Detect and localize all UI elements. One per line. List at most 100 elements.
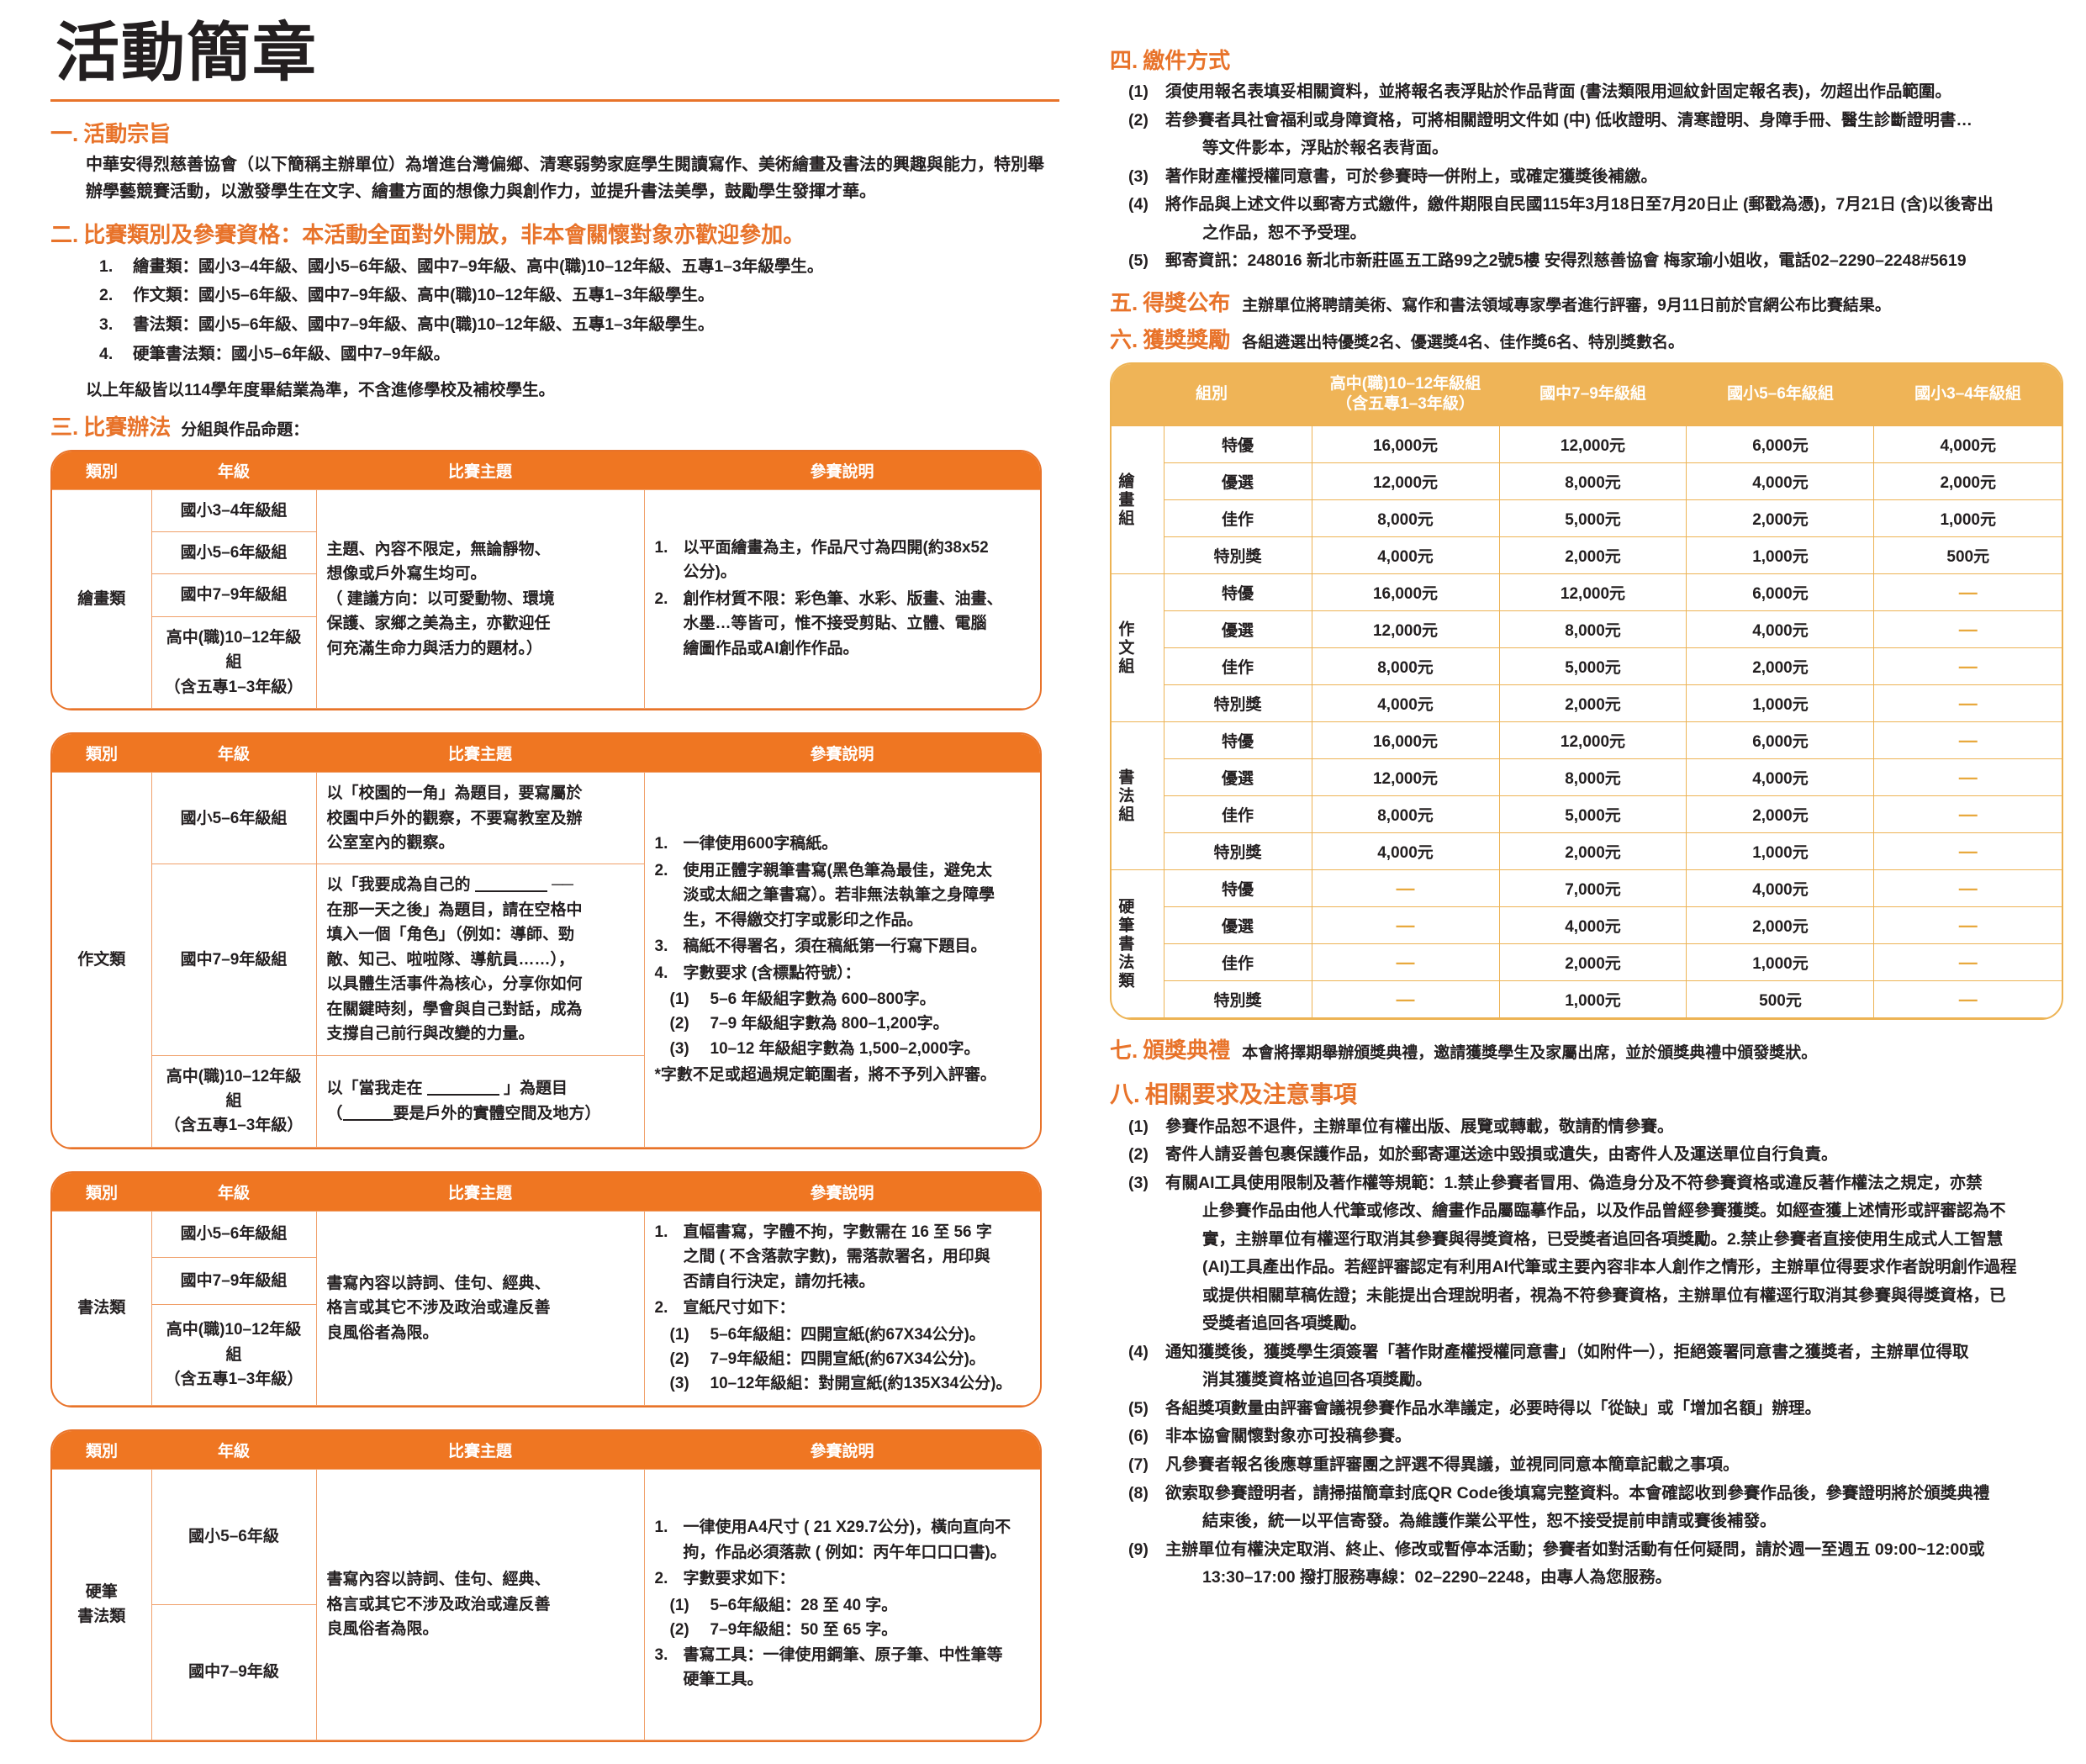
cell-grade: 高中(職)10–12年級組 （含五專1–3年級） (151, 615, 316, 710)
cell-amount: 2,000元 (1498, 832, 1687, 871)
section-2-title: 比賽類別及參賽資格：本活動全面對外開放，非本會關懷對象亦歡迎參加。 (83, 221, 805, 247)
topic-line: 在關鍵時刻，學會與自己對話，成為 (326, 1000, 583, 1018)
cell-amount: 8,000元 (1311, 647, 1500, 686)
rule-item: 2. 宣紙尺寸如下： (655, 1296, 1031, 1320)
sub-rule-text: 7–9年級組：四開宣紙(約67X34公分)。 (710, 1350, 985, 1369)
text-line: 之作品，恕不予受理。 (1202, 223, 1367, 242)
cell-grade: 國中7–9年級組 (151, 1257, 316, 1305)
rule-item: 2. 字數要求如下： (655, 1566, 1031, 1591)
cell-amount: 16,000元 (1311, 425, 1500, 464)
list-marker: (4) (1128, 1342, 1149, 1361)
rule-line: 宣紙尺寸如下： (683, 1299, 795, 1318)
table-row: 國中7–9年級組 以「我要成為自己的 ── 在那一天之後」為題目，請在空格中 填… (52, 864, 1040, 1056)
cell-amount: 1,000元 (1686, 832, 1875, 871)
section-6-body: 各組遴選出特優獎2名、優選獎4名、佳作獎6名、特別獎數名。 (1242, 334, 1684, 352)
rule-item: 3. 書寫工具：一律使用鋼筆、原子筆、中性筆等 硬筆工具。 (655, 1643, 1031, 1693)
group-label: 作文組 (1116, 620, 1134, 676)
cell-amount: — (1873, 647, 2062, 686)
rule-line: 字數要求 (含標點符號）： (683, 964, 861, 982)
list-marker: (5) (1128, 1398, 1149, 1418)
cell-amount: — (1873, 684, 2062, 723)
section-3-title: 比賽辦法 (83, 414, 172, 440)
cell-award: 特優 (1163, 721, 1312, 760)
cell-amount: 2,000元 (1873, 462, 2062, 501)
cell-group-painting: 繪畫組 (1112, 425, 1164, 575)
cell-amount: 8,000元 (1311, 499, 1500, 538)
list-marker: (7) (1128, 1455, 1149, 1474)
rule-item: 3. 稿紙不得署名，須在稿紙第一行寫下題目。 (655, 934, 1031, 959)
rule-line: 生，不得繳交打字或影印之作品。 (683, 911, 923, 929)
list-text: 郵寄資訊：248016 新北市新莊區五工路99之2號5樓 安得烈慈善協會 梅家瑜… (1165, 247, 2060, 276)
list-item: (4) 將作品與上述文件以郵寄方式繳件，繳件期限自民國115年3月18日至7月20… (1128, 191, 2060, 247)
cell-amount: 12,000元 (1311, 462, 1500, 501)
text-line: 實，主辦單位有權逕行取消其參賽與得獎資格，已受獎者追回各項獎勵。2.禁止參賽者直… (1202, 1229, 2004, 1249)
grade-line: 高中(職)10–12年級組 (166, 1067, 302, 1110)
cell-amount: 500元 (1686, 980, 1875, 1019)
cell-grade: 國小3–4年級組 (151, 489, 317, 532)
cell-amount: 12,000元 (1311, 758, 1500, 797)
topic-line: 公室室內的觀察。 (326, 834, 455, 853)
page-title: 活動簡章 (55, 18, 318, 89)
cell-amount: — (1873, 906, 2062, 945)
sub-rule-text: 7–9 年級組字數為 800–1,200字。 (710, 1015, 949, 1033)
cell-amount: 4,000元 (1686, 869, 1875, 908)
cell-amount: 1,000元 (1686, 536, 1875, 575)
text-line: 須使用報名表填妥相關資料，並將報名表浮貼於作品背面 (書法類限用迴紋針固定報名表… (1165, 82, 1951, 101)
grade-line: （含五專1–3年級） (164, 678, 304, 696)
list-text: 通知獲獎後，獲獎學生須簽署「著作財產權授權同意書」（如附件一），拒絕簽署同意書之… (1165, 1339, 2060, 1395)
list-text: 書法類：國小5–6年級、國中7–9年級、高中(職)10–12年級、五專1–3年級… (133, 314, 715, 334)
text-line: 參賽作品恕不退件，主辦單位有權出版、展覽或轉載，敬請酌情參賽。 (1165, 1117, 1674, 1136)
cell-topic: 書寫內容以詩詞、佳句、經典、 格言或其它不涉及政治或違反善 良風俗者為限。 (315, 1210, 645, 1406)
cell-category: 繪畫類 (52, 489, 152, 710)
sub-rule-text: 5–6年級組：四開宣紙(約67X34公分)。 (710, 1325, 985, 1344)
list-marker: (1) (1128, 82, 1149, 101)
cell-group-composition: 作文組 (1112, 573, 1164, 723)
rule-line: 字數要求如下： (683, 1570, 795, 1588)
column-header-category: 類別 (52, 734, 151, 773)
list-item: (9) 主辦單位有權決定取消、終止、修改或暫停本活動；參賽者如對活動有任何疑問，… (1128, 1536, 2060, 1592)
rule-text: 使用正體字親筆書寫(黑色筆為最佳，避免太 淡或太細之筆書寫）。若非無法執筆之身障學… (684, 858, 995, 932)
section-heading-7: 七. 頒獎典禮 本會將擇期舉辦頒獎典禮，邀請獲獎學生及家屬出席，並於頒獎典禮中頒… (1110, 1033, 2060, 1066)
column-header-grade: 年級 (151, 1172, 316, 1212)
cell-grade: 高中(職)10–12年級組 （含五專1–3年級） (151, 1054, 317, 1148)
list-marker: 3. (99, 314, 114, 334)
cell-amount: — (1311, 869, 1500, 908)
rule-text: 一律使用A4尺寸 ( 21 X29.7公分)，橫向直向不 拘，作品必須落款 ( 例… (684, 1515, 1011, 1565)
section-6-number: 六. (1110, 327, 1138, 353)
cell-award: 特別獎 (1164, 684, 1312, 723)
rule-marker: 1. (654, 835, 668, 853)
section-heading-2: 二. 比賽類別及參賽資格：本活動全面對外開放，非本會關懷對象亦歡迎參加。 (50, 218, 1059, 249)
rule-line: 硬筆工具。 (683, 1671, 763, 1688)
list-item: (7) 凡參賽者報名後應尊重評審團之評選不得異議，並視同同意本簡章記載之事項。 (1128, 1451, 2060, 1480)
section-8-title: 相關要求及注意事項 (1144, 1080, 1357, 1107)
sub-rule-item: (1) 5–6年級組：四開宣紙(約67X34公分)。 (670, 1323, 1031, 1347)
category-line: 書法類 (77, 1608, 126, 1626)
topic-line: 主題、內容不限定，無論靜物、 (326, 540, 551, 558)
cell-topic: 書寫內容以詩詞、佳句、經典、 格言或其它不涉及政治或違反善 良風俗者為限。 (315, 1468, 645, 1740)
list-text: 繪畫類：國小3–4年級、國小5–6年級、國中7–9年級、高中(職)10–12年級… (133, 256, 824, 276)
topic-line: 良風俗者為限。 (326, 1620, 439, 1639)
column-header-topic: 比賽主題 (316, 1172, 644, 1212)
text-line: 將作品與上述文件以郵寄方式繳件，繳件期限自民國115年3月18日至7月20日止 … (1165, 195, 1994, 214)
cell-amount: — (1873, 610, 2062, 649)
text-line: 非本協會關懷對象亦可投稿參賽。 (1165, 1427, 1412, 1446)
sub-rule-marker: (2) (669, 1015, 689, 1033)
section-heading-8: 八. 相關要求及注意事項 (1110, 1076, 2060, 1110)
topic-line: 敵、知己、啦啦隊、導航員……）， (326, 950, 575, 969)
section-heading-4: 四. 繳件方式 (1110, 44, 2060, 75)
topic-line: 以「當我走在 」為題目 (326, 1080, 568, 1098)
section-5-body: 主辦單位將聘請美術、寫作和書法領域專家學者進行評審，9月11日前於官網公布比賽結… (1242, 296, 1891, 314)
cell-group-calligraphy: 書法組 (1112, 721, 1164, 871)
text-line: 欲索取參賽證明者，請掃描簡章封底QR Code後填寫完整資料。本會確認收到參賽作… (1165, 1483, 1990, 1503)
cell-amount: 16,000元 (1311, 721, 1500, 760)
cell-amount: — (1311, 943, 1500, 982)
table-row: 佳作 8,000元 5,000元 2,000元 — (1112, 647, 2062, 686)
table-row: 優選 12,000元 8,000元 4,000元 2,000元 (1112, 462, 2062, 501)
rule-text: 書寫工具：一律使用鋼筆、原子筆、中性筆等 硬筆工具。 (684, 1643, 1003, 1693)
cell-topic: 以「校園的一角」為題目，要寫屬於 校園中戶外的觀察，不要寫教室及辦 公室室內的觀… (315, 772, 645, 865)
sub-rule-marker: (1) (669, 990, 689, 1008)
list-marker: 4. (99, 344, 114, 363)
text-line: 結束後，統一以平信寄發。為維護作業公平性，恕不接受提前申請或賽後補發。 (1202, 1512, 1777, 1531)
table-row: 高中(職)10–12年級組 （含五專1–3年級） (52, 615, 1040, 710)
cell-amount: 2,000元 (1686, 499, 1875, 538)
